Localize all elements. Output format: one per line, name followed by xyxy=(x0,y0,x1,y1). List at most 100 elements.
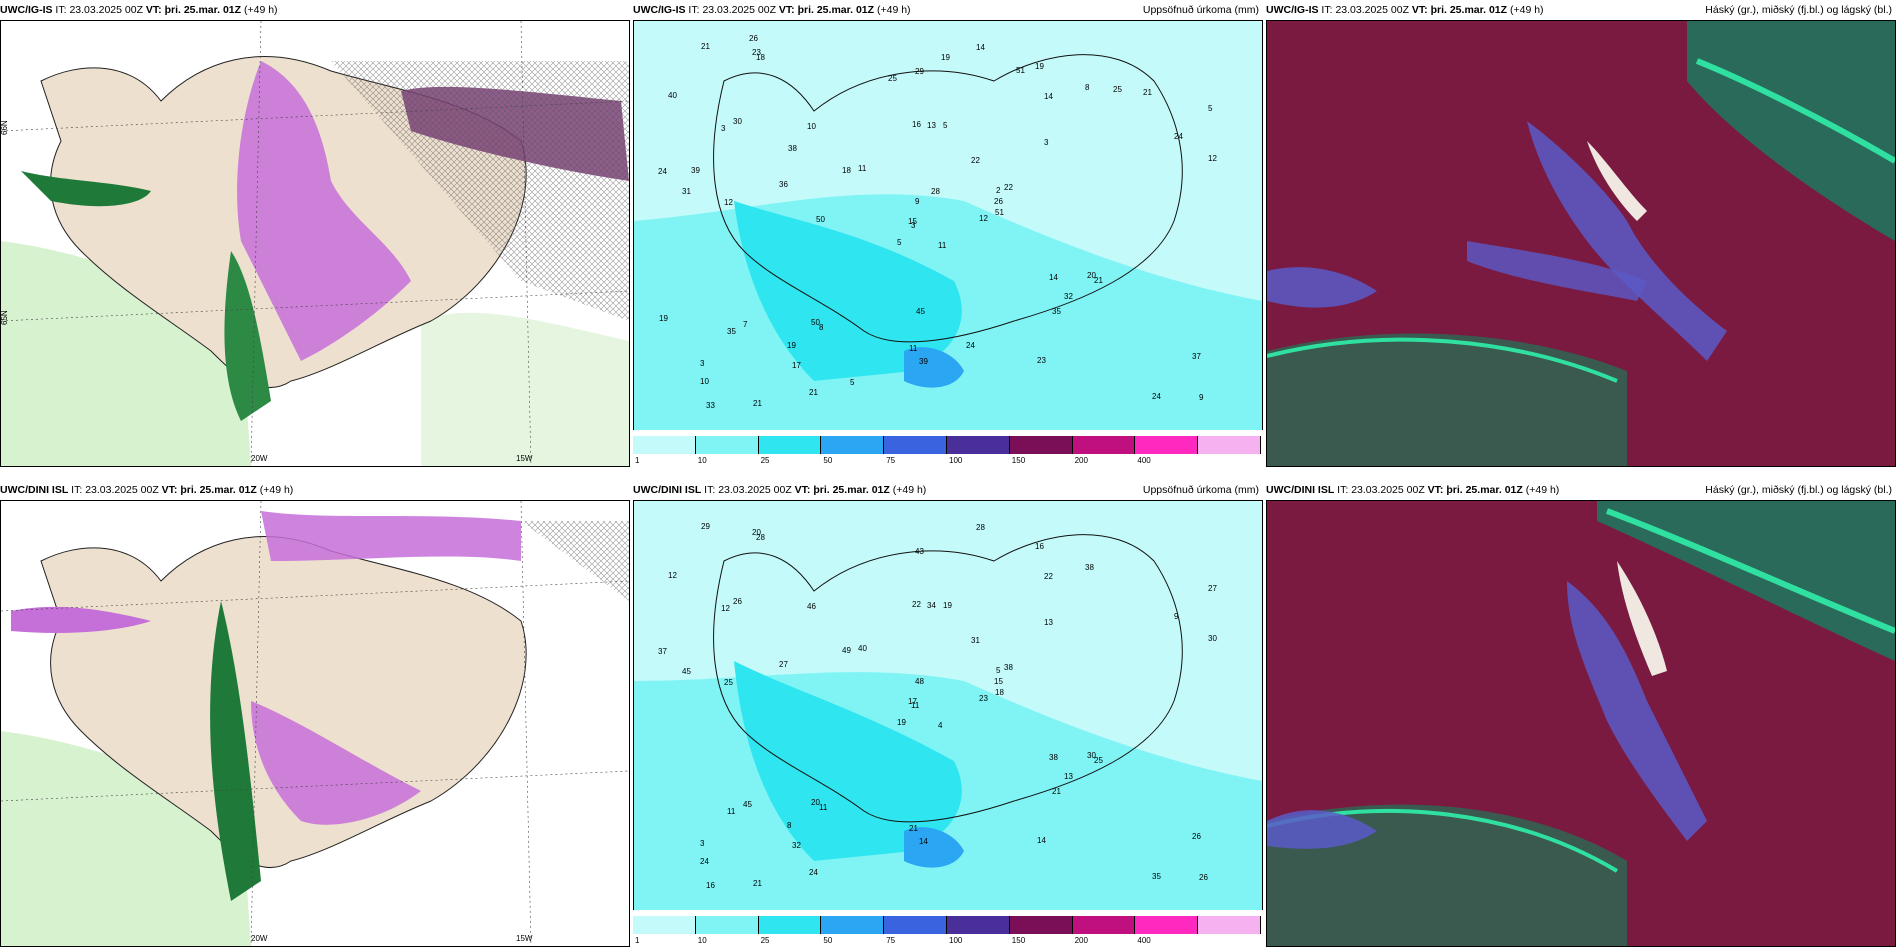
precip-value-label: 14 xyxy=(919,837,928,846)
precip-value-label: 30 xyxy=(1087,751,1096,760)
precip-value-label: 12 xyxy=(724,198,733,207)
precip-value-label: 8 xyxy=(787,821,792,830)
panel-title: UWC/DINI ISL IT: 23.03.2025 00Z VT: þri.… xyxy=(1266,484,1892,496)
precip-value-label: 17 xyxy=(792,361,801,370)
precip-value-label: 51 xyxy=(995,208,1004,217)
precip-value-label: 45 xyxy=(682,667,691,676)
precip-value-label: 19 xyxy=(1035,62,1044,71)
colorbar-swatch xyxy=(758,916,822,934)
colorbar-swatch xyxy=(1198,916,1261,934)
precip-value-label: 23 xyxy=(1037,356,1046,365)
cloud-map-canvas xyxy=(1267,21,1895,466)
colorbar-swatch xyxy=(695,436,759,454)
colorbar-tick-label: 150 xyxy=(1011,936,1026,945)
precip-value-label: 2 xyxy=(996,186,1001,195)
panel-ig-precip: UWC/IG-IS IT: 23.03.2025 00Z VT: þri. 25… xyxy=(633,0,1263,467)
colorbar-swatch xyxy=(1198,436,1261,454)
precip-value-label: 8 xyxy=(819,323,824,332)
colorbar-tick-label: 75 xyxy=(886,936,896,945)
svg-text:15W: 15W xyxy=(516,454,533,463)
precip-value-label: 12 xyxy=(721,604,730,613)
precip-value-label: 14 xyxy=(976,43,985,52)
colorbar-tick-label: 200 xyxy=(1074,456,1088,465)
colorbar-swatch xyxy=(821,916,885,934)
precip-value-label: 16 xyxy=(706,881,715,890)
precip-value-label: 31 xyxy=(682,187,691,196)
precip-value-label: 19 xyxy=(897,718,906,727)
precip-value-label: 37 xyxy=(1192,352,1201,361)
precip-colorbar: 1 10 25 50 75 100 150 200 400 xyxy=(633,430,1263,467)
precip-value-label: 36 xyxy=(779,180,788,189)
precip-value-label: 14 xyxy=(1044,92,1053,101)
precip-value-label: 25 xyxy=(724,678,733,687)
precip-value-label: 39 xyxy=(919,357,928,366)
colorbar-swatch xyxy=(633,436,696,454)
precip-value-label: 21 xyxy=(809,388,818,397)
precip-value-label: 13 xyxy=(1064,772,1073,781)
colorbar-swatch xyxy=(1009,436,1073,454)
precip-value-label: 5 xyxy=(996,666,1001,675)
precip-value-label: 45 xyxy=(743,800,752,809)
colorbar-swatch xyxy=(884,436,947,454)
precip-value-label: 25 xyxy=(888,74,897,83)
precip-value-label: 40 xyxy=(858,644,867,653)
precip-map-canvas: 1133328195141218912553211622711101713222… xyxy=(634,21,1262,430)
precip-map: 11 3 3 3 2 8 19 5 14 12 18 9 12 5 5 3 21 16 22 7 11 10 17 13 22 2… xyxy=(633,20,1263,430)
precip-value-label: 11 xyxy=(819,803,828,812)
precip-value-label: 23 xyxy=(979,694,988,703)
cloud-map xyxy=(1266,20,1896,467)
colorbar-tick-label: 1 xyxy=(635,936,640,945)
colorbar-tick-label: 200 xyxy=(1074,936,1088,945)
colorbar-swatch xyxy=(758,436,822,454)
precip-value-label: 16 xyxy=(912,120,921,129)
precip-value-label: 21 xyxy=(1052,787,1061,796)
colorbar-swatch xyxy=(947,436,1010,454)
precip-value-label: 35 xyxy=(1152,872,1161,881)
precip-value-label: 38 xyxy=(1004,663,1013,672)
precip-value-label: 24 xyxy=(966,341,975,350)
svg-text:66N: 66N xyxy=(1,120,9,135)
precip-value-label: 11 xyxy=(858,164,867,173)
precip-value-label: 5 xyxy=(850,378,855,387)
precip-value-label: 22 xyxy=(971,156,980,165)
wind-precip-map: 20W 15W xyxy=(0,500,630,947)
precip-value-label: 21 xyxy=(909,824,918,833)
svg-text:20W: 20W xyxy=(251,454,268,463)
wind-precip-map: 20W 15W 66N 65N xyxy=(0,20,630,467)
colorbar-tick-label: 100 xyxy=(949,936,963,945)
wind-precip-map-canvas: 20W 15W xyxy=(1,501,629,946)
precip-value-label: 26 xyxy=(733,597,742,606)
precip-value-label: 24 xyxy=(700,857,709,866)
colorbar-tick-label: 400 xyxy=(1137,936,1151,945)
precip-value-label: 22 xyxy=(1044,572,1053,581)
colorbar-swatch xyxy=(1135,436,1199,454)
precip-value-label: 9 xyxy=(1199,393,1204,402)
precip-value-label: 38 xyxy=(1049,753,1058,762)
colorbar-tick-label: 50 xyxy=(823,456,833,465)
precip-value-label: 7 xyxy=(743,320,748,329)
precip-value-label: 8 xyxy=(1085,83,1090,92)
precip-value-label: 13 xyxy=(1044,618,1053,627)
precip-value-label: 21 xyxy=(1143,88,1152,97)
precip-value-label: 32 xyxy=(792,841,801,850)
precip-value-label: 35 xyxy=(1052,307,1061,316)
precip-value-label: 19 xyxy=(941,53,950,62)
precip-value-label: 28 xyxy=(931,187,940,196)
precip-value-label: 18 xyxy=(756,53,765,62)
colorbar-swatch xyxy=(633,916,696,934)
colorbar-swatch xyxy=(695,916,759,934)
colorbar-swatch xyxy=(1135,916,1199,934)
cloud-map xyxy=(1266,500,1896,947)
panel-dini-wind-precip: UWC/DINI ISL IT: 23.03.2025 00Z VT: þri.… xyxy=(0,480,630,947)
precip-value-label: 16 xyxy=(1035,542,1044,551)
precip-value-label: 12 xyxy=(979,214,988,223)
precip-value-label: 13 xyxy=(927,121,936,130)
panel-title: UWC/IG-IS IT: 23.03.2025 00Z VT: þri. 25… xyxy=(0,4,278,16)
precip-value-label: 18 xyxy=(995,688,1004,697)
precip-value-label: 34 xyxy=(927,601,936,610)
precip-value-label: 3 xyxy=(1044,138,1049,147)
precip-value-label: 29 xyxy=(915,67,924,76)
cloud-map-canvas xyxy=(1267,501,1895,946)
panel-title: UWC/DINI ISL IT: 23.03.2025 00Z VT: þri.… xyxy=(633,484,1259,496)
svg-text:20W: 20W xyxy=(251,934,268,943)
